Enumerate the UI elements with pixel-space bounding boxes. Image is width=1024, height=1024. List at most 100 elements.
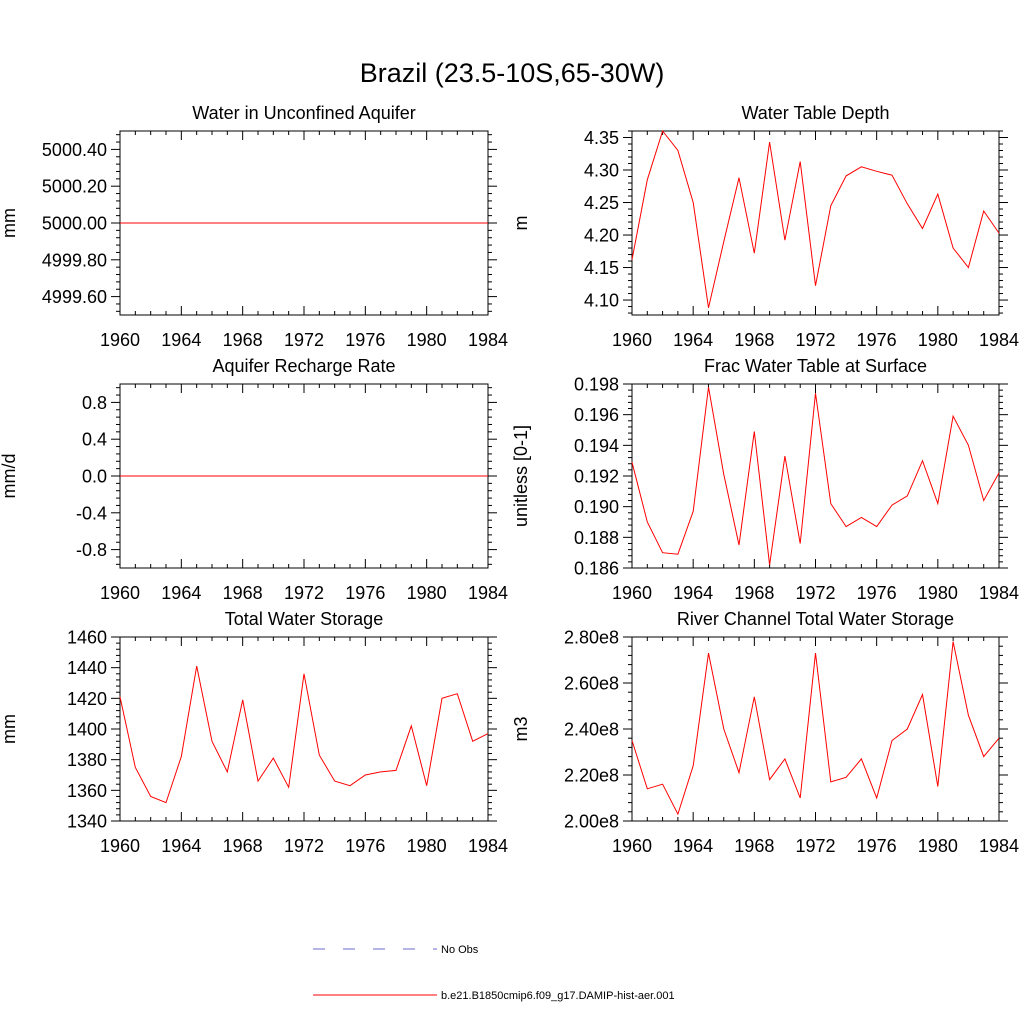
y-tick-label: 4.35 xyxy=(584,128,619,148)
x-tick-label: 1984 xyxy=(979,330,1019,350)
y-tick-label: 4.15 xyxy=(584,258,619,278)
y-axis-label: mm/d xyxy=(0,454,19,499)
x-tick-label: 1976 xyxy=(857,583,897,603)
chart-panel-6: River Channel Total Water Storage m3 1960 1… xyxy=(511,609,1019,856)
chart-panel-5: Total Water Storage mm 1960 1964 1968 1972 197… xyxy=(0,609,508,856)
x-tick-label: 1976 xyxy=(345,330,385,350)
series-line-1 xyxy=(631,129,1000,308)
x-tick-label: 1972 xyxy=(795,330,835,350)
y-tick-label: 0.8 xyxy=(82,393,107,413)
y-axis-label: mm xyxy=(0,714,19,744)
panel-title: Aquifer Recharge Rate xyxy=(212,356,395,376)
panels: Water in Unconfined Aquifer mm 1960 1964 196… xyxy=(0,103,1019,856)
y-tick-label: 0.188 xyxy=(574,528,619,548)
x-tick-label: 1964 xyxy=(673,330,713,350)
x-tick-label: 1984 xyxy=(468,836,508,856)
x-tick-label: 1984 xyxy=(979,583,1019,603)
x-tick-label: 1980 xyxy=(407,330,447,350)
y-tick-label: 0.0 xyxy=(82,467,107,487)
y-tick-label: 5000.20 xyxy=(42,177,107,197)
y-tick-label: 0.190 xyxy=(574,497,619,517)
x-tick-label: 1984 xyxy=(468,583,508,603)
y-tick-label: 2.80e8 xyxy=(564,628,619,648)
y-tick-label: 0.194 xyxy=(574,436,619,456)
x-tick-label: 1960 xyxy=(100,836,140,856)
x-tick-label: 1968 xyxy=(223,836,263,856)
x-tick-label: 1976 xyxy=(345,583,385,603)
x-tick-label: 1972 xyxy=(284,836,324,856)
y-tick-label: -0.4 xyxy=(76,503,107,523)
y-tick-label: 2.60e8 xyxy=(564,674,619,694)
legend-model-label: b.e21.B1850cmip6.f09_g17.DAMIP-hist-aer.… xyxy=(441,990,675,1002)
series-line-1 xyxy=(631,641,1000,816)
y-tick-label: 1400 xyxy=(67,720,107,740)
x-tick-label: 1964 xyxy=(673,583,713,603)
plot-frame xyxy=(119,636,489,822)
x-tick-label: 1960 xyxy=(100,583,140,603)
x-tick-label: 1968 xyxy=(734,330,774,350)
y-tick-label: 2.00e8 xyxy=(564,812,619,832)
y-tick-label: 4.20 xyxy=(584,226,619,246)
y-tick-label: 1340 xyxy=(67,812,107,832)
panel-title: Frac Water Table at Surface xyxy=(704,356,927,376)
x-tick-label: 1964 xyxy=(673,836,713,856)
x-tick-label: 1976 xyxy=(857,330,897,350)
y-tick-label: 4999.80 xyxy=(42,250,107,270)
panel-title: Water in Unconfined Aquifer xyxy=(192,103,415,123)
x-tick-label: 1984 xyxy=(468,330,508,350)
y-tick-label: 5000.40 xyxy=(42,140,107,160)
x-tick-label: 1964 xyxy=(161,583,201,603)
chart-panel-4: Frac Water Table at Surface unitless [0-1… xyxy=(511,356,1019,603)
y-tick-label: -0.8 xyxy=(76,540,107,560)
x-tick-label: 1980 xyxy=(918,330,958,350)
figure-title: Brazil (23.5-10S,65-30W) xyxy=(360,58,665,88)
legend-obs-label: No Obs xyxy=(441,944,479,956)
y-tick-label: 1440 xyxy=(67,658,107,678)
x-tick-label: 1976 xyxy=(345,836,385,856)
y-tick-label: 0.4 xyxy=(82,430,107,450)
x-tick-label: 1960 xyxy=(612,330,652,350)
y-axis-label: m3 xyxy=(511,716,531,741)
x-tick-label: 1972 xyxy=(795,836,835,856)
y-tick-label: 2.20e8 xyxy=(564,766,619,786)
y-tick-label: 4.30 xyxy=(584,161,619,181)
y-tick-label: 4.10 xyxy=(584,291,619,311)
y-tick-label: 4999.60 xyxy=(42,287,107,307)
chart-panel-2: Water Table Depth m 1960 1964 1968 1972 1976 19… xyxy=(511,103,1019,350)
x-tick-label: 1964 xyxy=(161,836,201,856)
series-line-1 xyxy=(119,666,489,804)
y-tick-label: 1360 xyxy=(67,781,107,801)
x-tick-label: 1968 xyxy=(223,330,263,350)
chart-panel-3: Aquifer Recharge Rate mm/d 1960 1964 1968 197… xyxy=(0,356,508,603)
x-tick-label: 1968 xyxy=(223,583,263,603)
y-tick-label: 0.198 xyxy=(574,375,619,395)
x-tick-label: 1980 xyxy=(407,836,447,856)
x-tick-label: 1960 xyxy=(100,330,140,350)
y-tick-label: 0.186 xyxy=(574,559,619,579)
x-tick-label: 1972 xyxy=(284,330,324,350)
y-tick-label: 1460 xyxy=(67,628,107,648)
panel-title: Water Table Depth xyxy=(741,103,889,123)
y-tick-label: 1380 xyxy=(67,750,107,770)
y-tick-label: 4.25 xyxy=(584,193,619,213)
y-tick-label: 5000.00 xyxy=(42,214,107,234)
chart-panel-1: Water in Unconfined Aquifer mm 1960 1964 196… xyxy=(0,103,508,350)
y-tick-label: 0.196 xyxy=(574,405,619,425)
series-line-1 xyxy=(631,387,1000,565)
x-tick-label: 1972 xyxy=(795,583,835,603)
x-tick-label: 1980 xyxy=(918,583,958,603)
x-tick-label: 1984 xyxy=(979,836,1019,856)
panel-title: River Channel Total Water Storage xyxy=(677,609,954,629)
plot-frame xyxy=(631,130,1000,316)
x-tick-label: 1976 xyxy=(857,836,897,856)
x-tick-label: 1980 xyxy=(918,836,958,856)
x-tick-label: 1960 xyxy=(612,836,652,856)
y-axis-label: unitless [0-1] xyxy=(511,425,531,527)
panel-title: Total Water Storage xyxy=(225,609,383,629)
y-tick-label: 0.192 xyxy=(574,467,619,487)
y-axis-label: m xyxy=(511,216,531,231)
x-tick-label: 1968 xyxy=(734,836,774,856)
x-tick-label: 1980 xyxy=(407,583,447,603)
plot-frame xyxy=(631,383,1000,569)
